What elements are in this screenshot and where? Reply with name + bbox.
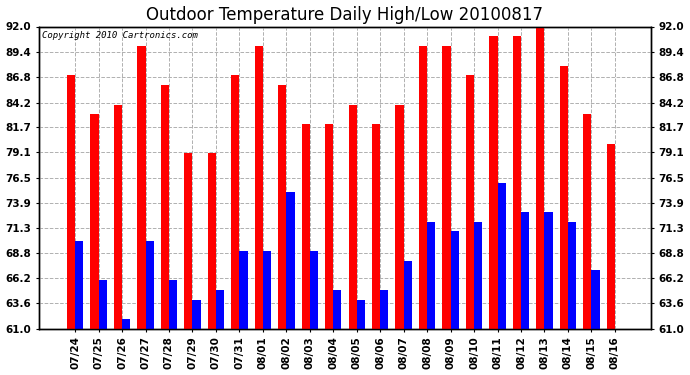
Bar — [302, 124, 310, 329]
Bar — [607, 144, 615, 329]
Bar — [583, 114, 591, 329]
Bar — [67, 75, 75, 329]
Bar — [380, 290, 388, 329]
Bar — [114, 105, 122, 329]
Bar — [231, 75, 239, 329]
Title: Outdoor Temperature Daily High/Low 20100817: Outdoor Temperature Daily High/Low 20100… — [146, 6, 544, 24]
Bar — [255, 46, 263, 329]
Bar — [208, 153, 216, 329]
Bar — [193, 300, 201, 329]
Bar — [568, 222, 576, 329]
Bar — [216, 290, 224, 329]
Bar — [536, 27, 544, 329]
Bar — [239, 251, 248, 329]
Bar — [419, 46, 427, 329]
Bar — [497, 183, 506, 329]
Bar — [325, 124, 333, 329]
Bar — [99, 280, 107, 329]
Bar — [372, 124, 380, 329]
Bar — [333, 290, 342, 329]
Bar — [75, 241, 83, 329]
Bar — [521, 212, 529, 329]
Bar — [161, 85, 169, 329]
Bar — [286, 192, 295, 329]
Bar — [146, 241, 154, 329]
Bar — [544, 212, 553, 329]
Bar — [489, 36, 497, 329]
Bar — [357, 300, 365, 329]
Bar — [427, 222, 435, 329]
Bar — [513, 36, 521, 329]
Bar — [560, 66, 568, 329]
Bar — [278, 85, 286, 329]
Bar — [395, 105, 404, 329]
Bar — [184, 153, 193, 329]
Bar — [442, 46, 451, 329]
Bar — [122, 319, 130, 329]
Bar — [474, 222, 482, 329]
Bar — [310, 251, 318, 329]
Bar — [348, 105, 357, 329]
Bar — [591, 270, 600, 329]
Bar — [466, 75, 474, 329]
Bar — [404, 261, 412, 329]
Bar — [137, 46, 146, 329]
Text: Copyright 2010 Cartronics.com: Copyright 2010 Cartronics.com — [42, 31, 198, 40]
Bar — [90, 114, 99, 329]
Bar — [451, 231, 459, 329]
Bar — [169, 280, 177, 329]
Bar — [263, 251, 271, 329]
